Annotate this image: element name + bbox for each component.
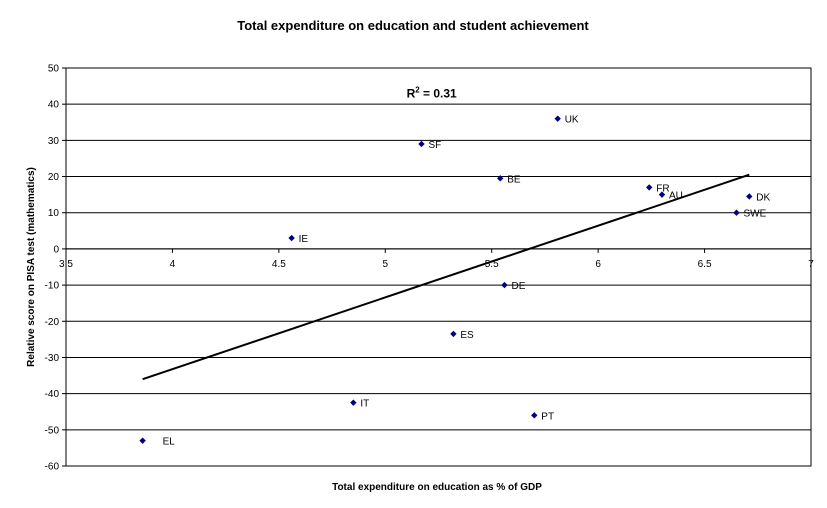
point-label-uk: UK: [565, 115, 579, 126]
axes: [62, 67, 812, 467]
x-tick-label: 3.5: [59, 259, 73, 270]
point-it: [350, 399, 357, 406]
point-au: [658, 191, 666, 198]
y-tick-label: 50: [48, 64, 60, 75]
chart-title: Total expenditure on education and stude…: [237, 18, 589, 33]
y-tick-label: -30: [45, 353, 60, 364]
trendline-group: [142, 173, 750, 381]
y-tick-label: 40: [48, 100, 60, 111]
point-label-ie: IE: [299, 234, 309, 245]
point-es: [450, 330, 457, 338]
point-fr: [646, 184, 653, 191]
point-label-be: BE: [507, 174, 521, 185]
point-label-el: EL: [163, 437, 176, 448]
point-label-sf: SF: [428, 140, 441, 151]
plot-area-border: [65, 67, 812, 467]
point-label-es: ES: [460, 330, 474, 341]
x-tick-label: 5: [383, 259, 389, 270]
y-tick-label: -40: [45, 389, 60, 400]
point-dk: [746, 193, 753, 200]
y-axis-title: Relative score on PISA test (mathematics…: [26, 167, 37, 367]
point-label-pt: PT: [541, 411, 554, 422]
point-swe: [733, 209, 740, 216]
y-tick-label: -50: [45, 425, 60, 436]
x-tick-label: 4.5: [272, 259, 286, 270]
point-sf: [418, 140, 425, 148]
x-tick-label: 5.5: [485, 259, 499, 270]
x-tick-label: 6: [595, 259, 601, 270]
point-label-au: AU: [669, 191, 683, 202]
r-squared-annotation: R2 = 0.31: [407, 85, 457, 100]
point-ie: [288, 234, 295, 242]
tick-labels: 50 40 30 20 10 0 -10 -20 -30 -40 -50 -60 3.5 4 4.5 5 5.5…: [45, 64, 815, 473]
y-tick-label: -60: [45, 462, 60, 473]
point-de: [501, 281, 508, 289]
point-pt: [531, 412, 538, 419]
y-tick-label: -10: [45, 281, 60, 292]
y-tick-label: -20: [45, 317, 60, 328]
point-label-fr: FR: [656, 183, 669, 194]
point-el: [139, 437, 146, 444]
x-tick-label: 6.5: [698, 259, 712, 270]
y-tick-label: 30: [48, 136, 60, 147]
point-uk: [554, 115, 561, 122]
point-label-de: DE: [511, 281, 525, 292]
point-be: [497, 175, 504, 182]
point-label-swe: SWE: [744, 209, 767, 220]
y-tick-label: 10: [48, 208, 60, 219]
y-tick-label: 20: [48, 172, 60, 183]
point-label-dk: DK: [756, 192, 770, 203]
y-tick-label: 0: [53, 244, 59, 255]
point-label-it: IT: [360, 399, 369, 410]
x-axis-title: Total expenditure on education as % of G…: [332, 482, 542, 493]
trendline: [142, 173, 750, 381]
x-tick-label: 4: [170, 259, 176, 270]
x-tick-label: 7: [808, 259, 814, 270]
